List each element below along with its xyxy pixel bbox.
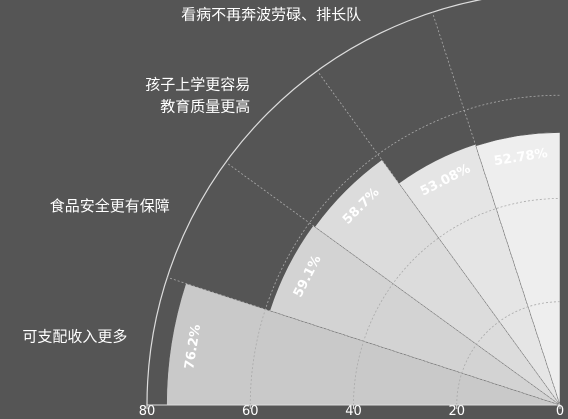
value-label: 76.2% <box>182 323 204 370</box>
bar-sector <box>314 159 561 406</box>
r-tick-label: 0 <box>556 404 564 419</box>
category-label: 食品安全更有保障 <box>50 197 170 215</box>
category-label: 可支配收入更多 <box>22 327 127 345</box>
grid-radial <box>167 276 561 406</box>
category-label-line: 食品安全更有保障 <box>50 197 170 215</box>
r-tick-label: 20 <box>448 404 465 419</box>
category-label-line: 孩子上学更容易 <box>145 75 250 93</box>
bar-sector <box>398 144 561 406</box>
grid-radial <box>225 161 561 406</box>
grid-arc <box>456 301 561 406</box>
r-tick-label: 40 <box>345 404 362 419</box>
grid-arc <box>353 198 561 406</box>
r-tick-label: 80 <box>139 404 156 419</box>
grid-radial <box>431 12 561 406</box>
grid-radial <box>316 70 561 406</box>
grid-arc <box>146 0 483 406</box>
category-label-line: 看病不再奔波劳碌、排长队 <box>181 5 361 23</box>
r-tick-label: 60 <box>242 404 259 419</box>
category-label-line: 可支配收入更多 <box>22 327 127 345</box>
category-label: 孩子上学更容易教育质量更高 <box>145 75 250 115</box>
category-label-line: 教育质量更高 <box>160 97 250 115</box>
category-label: 看病不再奔波劳碌、排长队 <box>181 5 361 23</box>
